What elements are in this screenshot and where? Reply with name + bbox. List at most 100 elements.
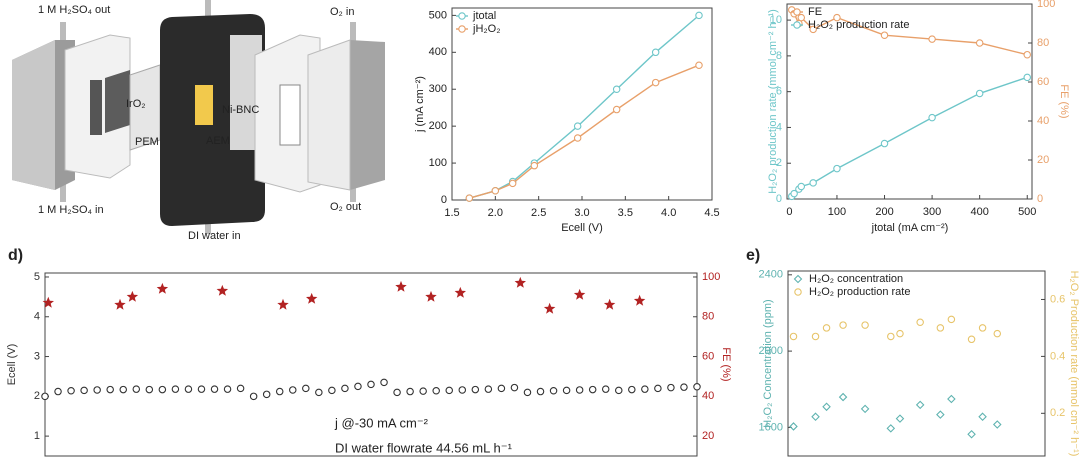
x-tick-label: 2.0 (488, 207, 503, 219)
x-tick-label: 100 (828, 206, 846, 218)
circle-marker (262, 390, 271, 399)
x-axis-label: jtotal (mA cm⁻²) (871, 222, 949, 234)
pipe (350, 182, 356, 202)
diagram-label: DI water in (188, 230, 241, 242)
circle-marker (145, 385, 154, 394)
series-line (469, 64, 700, 199)
circle-marker (651, 78, 660, 87)
circle-marker (575, 386, 584, 394)
circle-marker (132, 385, 141, 393)
diamond-marker (915, 400, 925, 410)
circle-marker (367, 380, 375, 389)
electrode (105, 70, 130, 133)
y2-tick-label: 0.2 (1050, 407, 1065, 419)
y-tick-label: 2 (34, 390, 40, 402)
y2-tick-label: 20 (702, 430, 714, 442)
circle-marker (465, 194, 474, 202)
pipe (60, 180, 66, 202)
legend-label: H₂O₂ concentration (809, 273, 903, 285)
circle-marker (880, 31, 889, 39)
diagram-label: IrO₂ (126, 98, 146, 110)
circle-marker (106, 385, 114, 394)
circle-marker (615, 386, 623, 395)
y-tick-label: 1600 (759, 421, 783, 433)
legend-label: FE (808, 6, 822, 18)
circle-marker (993, 329, 1002, 338)
star-marker (573, 288, 586, 300)
circle-marker (693, 383, 701, 391)
circle-marker (562, 386, 571, 395)
y2-axis-label: FE (%) (720, 347, 732, 381)
circle-marker (573, 122, 582, 130)
y-tick-label: 1 (34, 430, 40, 442)
diamond-marker (811, 412, 820, 421)
circle-marker (497, 384, 506, 393)
catalyst (195, 85, 213, 125)
plot-frame (787, 270, 1046, 457)
y2-tick-label: 0.6 (1050, 293, 1065, 305)
circle-marker (936, 324, 945, 332)
circle-marker (530, 161, 539, 170)
star-marker (543, 302, 556, 314)
diamond-marker (822, 402, 831, 412)
diamond-marker (860, 404, 870, 414)
y-tick-label: 6 (776, 86, 782, 98)
circle-marker (628, 385, 636, 394)
x-tick-label: 400 (970, 206, 988, 218)
panel-label: e) (746, 247, 760, 264)
legend-marker (793, 274, 803, 284)
star-marker (514, 276, 526, 288)
circle-marker (508, 179, 517, 188)
circle-marker (861, 321, 869, 329)
y-tick-label: 10 (770, 14, 782, 26)
y2-tick-label: 0 (1037, 193, 1043, 205)
x-tick-label: 4.5 (704, 207, 719, 219)
diamond-marker (789, 422, 798, 431)
x-tick-label: 3.0 (574, 207, 589, 219)
cell-diagram: 1 M H₂SO₄ out O₂ in IrO₂ PEM AEM Ni-BNC … (12, 0, 385, 242)
y2-tick-label: 80 (702, 311, 714, 323)
legend-marker (794, 288, 802, 296)
legend-label: H₂O₂ production rate (808, 19, 909, 31)
y2-axis-label: FE (%) (1058, 84, 1070, 118)
diagram-label: Ni-BNC (222, 104, 259, 116)
circle-marker (536, 387, 545, 396)
circle-marker (158, 385, 167, 394)
star-marker (42, 296, 54, 308)
flow-field (279, 84, 301, 146)
y2-tick-label: 20 (1037, 154, 1049, 166)
plot-frame (786, 3, 1033, 200)
x-tick-label: 4.0 (661, 207, 676, 219)
circle-marker (393, 388, 401, 397)
y-axis-label: Ecell (V) (6, 344, 18, 386)
star-marker (306, 292, 318, 304)
circle-marker (797, 182, 806, 191)
circle-marker (680, 383, 688, 391)
circle-marker (667, 383, 675, 392)
circle-marker (695, 61, 703, 69)
star-marker (425, 290, 437, 302)
end-plate (12, 40, 55, 190)
y-axis-label: H₂O₂ production rate (mmol cm⁻² h⁻¹) (767, 9, 779, 194)
star-marker (277, 298, 289, 310)
circle-marker (601, 385, 610, 393)
diamond-marker (838, 392, 848, 402)
circle-marker (916, 318, 924, 326)
y2-tick-label: 100 (1037, 0, 1055, 10)
circle-marker (928, 113, 936, 122)
circle-marker (588, 385, 597, 394)
diagram-label: O₂ in (330, 6, 354, 18)
diamond-marker (895, 414, 905, 423)
y-tick-label: 2000 (759, 345, 783, 357)
star-marker (633, 294, 646, 306)
circle-marker (833, 13, 841, 22)
circle-marker (839, 321, 847, 329)
circle-marker (1023, 50, 1031, 59)
annotation: j @-30 mA cm⁻² (334, 415, 429, 430)
circle-marker (896, 329, 904, 338)
circle-marker (328, 386, 336, 395)
circle-marker (880, 139, 889, 148)
pipe (350, 22, 356, 42)
star-marker (126, 290, 139, 302)
